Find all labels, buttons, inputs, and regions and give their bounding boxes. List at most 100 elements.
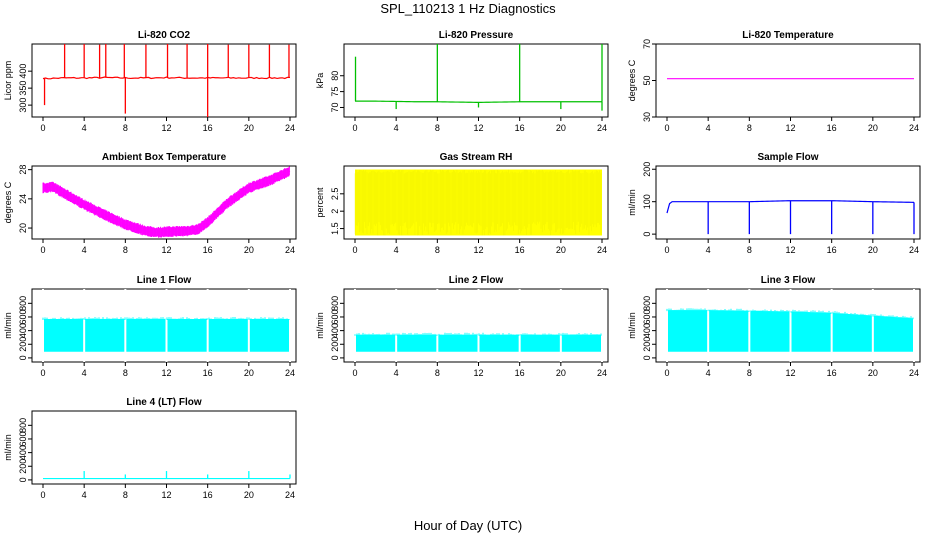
y-tick-label: 200 xyxy=(642,337,652,352)
y-tick-label: 800 xyxy=(18,296,28,311)
x-tick-label: 8 xyxy=(435,368,440,378)
gap-0 xyxy=(42,289,44,362)
x-tick-label: 12 xyxy=(785,123,795,133)
y-tick-label: 300 xyxy=(18,98,28,113)
y-tick-label: 600 xyxy=(330,309,340,324)
x-tick-label: 20 xyxy=(244,123,254,133)
x-tick-label: 24 xyxy=(909,245,919,255)
figure-x-axis-label: Hour of Day (UTC) xyxy=(413,518,523,533)
x-tick-label: 4 xyxy=(394,245,399,255)
gap-4 xyxy=(83,289,86,362)
x-tick-label: 20 xyxy=(868,368,878,378)
x-tick-label: 4 xyxy=(706,245,711,255)
gap-16 xyxy=(518,289,521,362)
panel-2: Li-820 Pressure 0 4 8 12 16 20 24 70 75 80 kPa xyxy=(315,30,609,133)
data-layer xyxy=(42,289,291,362)
x-tick-label: 24 xyxy=(909,368,919,378)
x-tick-label: 0 xyxy=(40,245,45,255)
x-tick-label: 4 xyxy=(394,368,399,378)
panel-title: Line 3 Flow xyxy=(761,275,816,286)
x-tick-label: 8 xyxy=(123,123,128,133)
y-tick-label: 2 xyxy=(330,209,340,214)
data-layer xyxy=(43,471,291,480)
y-tick-label: 30 xyxy=(642,112,652,122)
x-tick-label: 4 xyxy=(706,368,711,378)
x-tick-label: 4 xyxy=(82,123,87,133)
x-tick-label: 16 xyxy=(203,123,213,133)
data-layer xyxy=(666,200,915,235)
x-tick-label: 12 xyxy=(473,123,483,133)
panel-5: Gas Stream RH 0 4 8 12 16 20 24 1.5 2 2.5 percent xyxy=(315,152,609,255)
y-tick-label: 800 xyxy=(18,418,28,433)
x-tick-label: 20 xyxy=(556,245,566,255)
y-tick-label: 200 xyxy=(18,337,28,352)
gap-0 xyxy=(354,289,356,362)
gap-4 xyxy=(707,289,710,362)
plot-frame xyxy=(343,288,609,363)
y-tick-label: 400 xyxy=(330,323,340,338)
x-tick-label: 12 xyxy=(473,368,483,378)
y-tick-label: 400 xyxy=(18,445,28,460)
y-axis-label: degrees C xyxy=(3,181,13,223)
plot-frame xyxy=(655,165,921,240)
series-line xyxy=(355,100,602,104)
x-tick-label: 16 xyxy=(203,245,213,255)
x-tick-label: 16 xyxy=(203,368,213,378)
x-tick-label: 4 xyxy=(394,123,399,133)
x-tick-label: 0 xyxy=(664,368,669,378)
x-tick-label: 20 xyxy=(244,490,254,500)
panel-6: Sample Flow 0 4 8 12 16 20 24 0 100 200 ml/min xyxy=(627,152,921,255)
gap-16 xyxy=(830,289,833,362)
x-tick-label: 8 xyxy=(123,490,128,500)
x-tick-label: 4 xyxy=(82,245,87,255)
gap-24 xyxy=(601,289,603,362)
gap-8 xyxy=(436,289,439,362)
x-tick-label: 20 xyxy=(868,245,878,255)
x-tick-label: 16 xyxy=(515,245,525,255)
gap-12 xyxy=(789,289,792,362)
x-tick-label: 24 xyxy=(285,123,295,133)
gap-0 xyxy=(666,289,668,362)
panel-title: Gas Stream RH xyxy=(440,152,513,163)
y-axis-label: kPa xyxy=(315,73,325,89)
y-axis-label: ml/min xyxy=(3,312,13,339)
plot-frame xyxy=(655,43,921,118)
panel-title: Li-820 Pressure xyxy=(439,30,514,41)
y-tick-label: 600 xyxy=(18,431,28,446)
data-layer xyxy=(42,44,291,117)
x-tick-label: 12 xyxy=(785,245,795,255)
data-layer xyxy=(666,289,915,362)
y-tick-label: 600 xyxy=(18,309,28,324)
y-tick-label: 200 xyxy=(18,459,28,474)
y-tick-label: 0 xyxy=(18,355,28,360)
x-tick-label: 0 xyxy=(352,123,357,133)
x-tick-label: 16 xyxy=(515,368,525,378)
panel-title: Li-820 Temperature xyxy=(742,30,834,41)
x-tick-label: 0 xyxy=(40,368,45,378)
panel-title: Ambient Box Temperature xyxy=(102,152,227,163)
plot-frame xyxy=(31,165,297,240)
series-line xyxy=(42,76,291,80)
x-tick-label: 16 xyxy=(827,245,837,255)
y-axis-label: percent xyxy=(315,187,325,218)
x-tick-label: 0 xyxy=(664,245,669,255)
y-tick-label: 28 xyxy=(18,165,28,175)
gap-12 xyxy=(165,289,168,362)
series-line xyxy=(42,170,291,233)
x-tick-label: 0 xyxy=(352,245,357,255)
gap-24 xyxy=(913,289,915,362)
y-tick-label: 350 xyxy=(18,81,28,96)
plot-frame xyxy=(343,43,609,118)
x-tick-label: 12 xyxy=(161,123,171,133)
x-tick-label: 4 xyxy=(82,490,87,500)
y-tick-label: 400 xyxy=(642,323,652,338)
gap-8 xyxy=(748,289,751,362)
y-tick-label: 20 xyxy=(18,223,28,233)
x-tick-label: 0 xyxy=(352,368,357,378)
gap-20 xyxy=(559,289,562,362)
x-tick-label: 8 xyxy=(123,368,128,378)
plot-frame xyxy=(655,288,921,363)
x-tick-label: 16 xyxy=(515,123,525,133)
